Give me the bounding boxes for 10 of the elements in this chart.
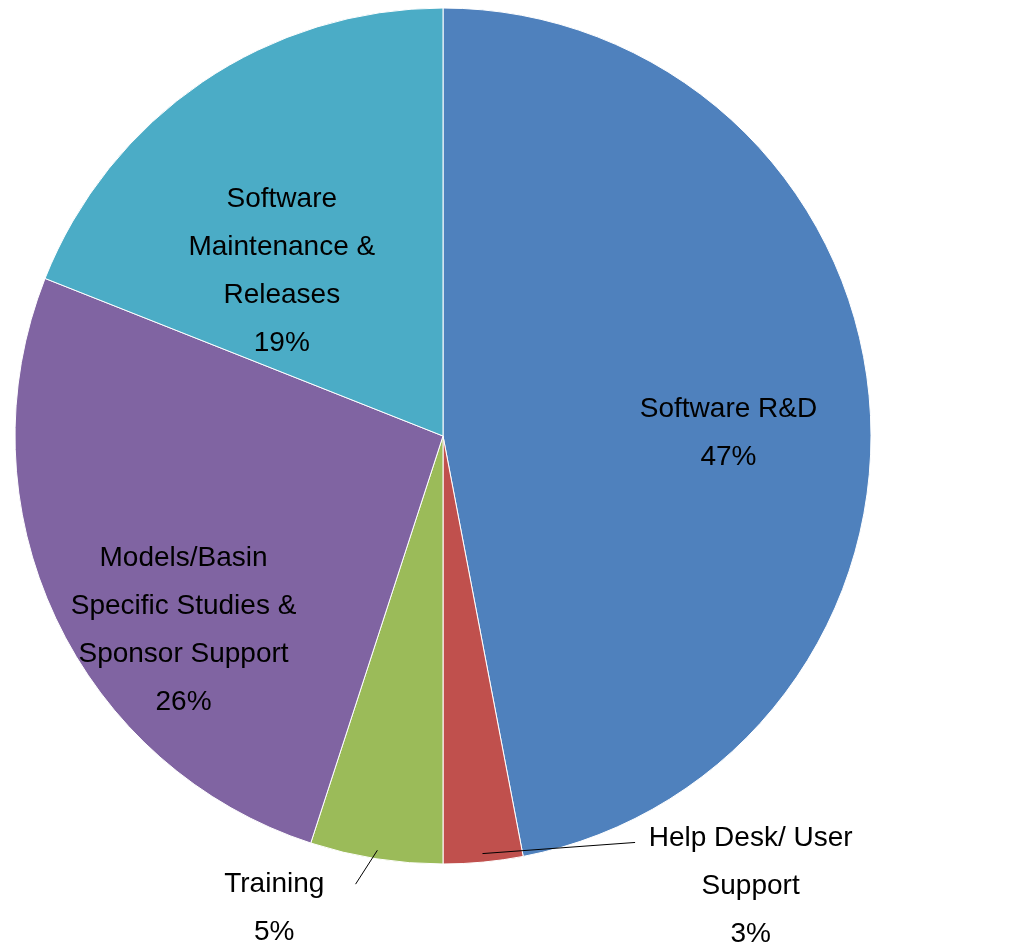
slice-label: Help Desk/ User Support <box>648 821 853 901</box>
data-label: 3% <box>730 917 771 949</box>
slice-label: Software R&D <box>639 392 818 424</box>
data-label: 5% <box>254 915 295 947</box>
slice-label: Models/Basin Specific Studies & Sponsor Support <box>70 541 297 669</box>
data-label: 47% <box>700 440 757 472</box>
slice-label: Training <box>224 867 325 899</box>
data-label: 26% <box>155 685 212 717</box>
data-label: 19% <box>253 325 310 357</box>
slice-label: Software Maintenance & Releases <box>188 181 376 309</box>
